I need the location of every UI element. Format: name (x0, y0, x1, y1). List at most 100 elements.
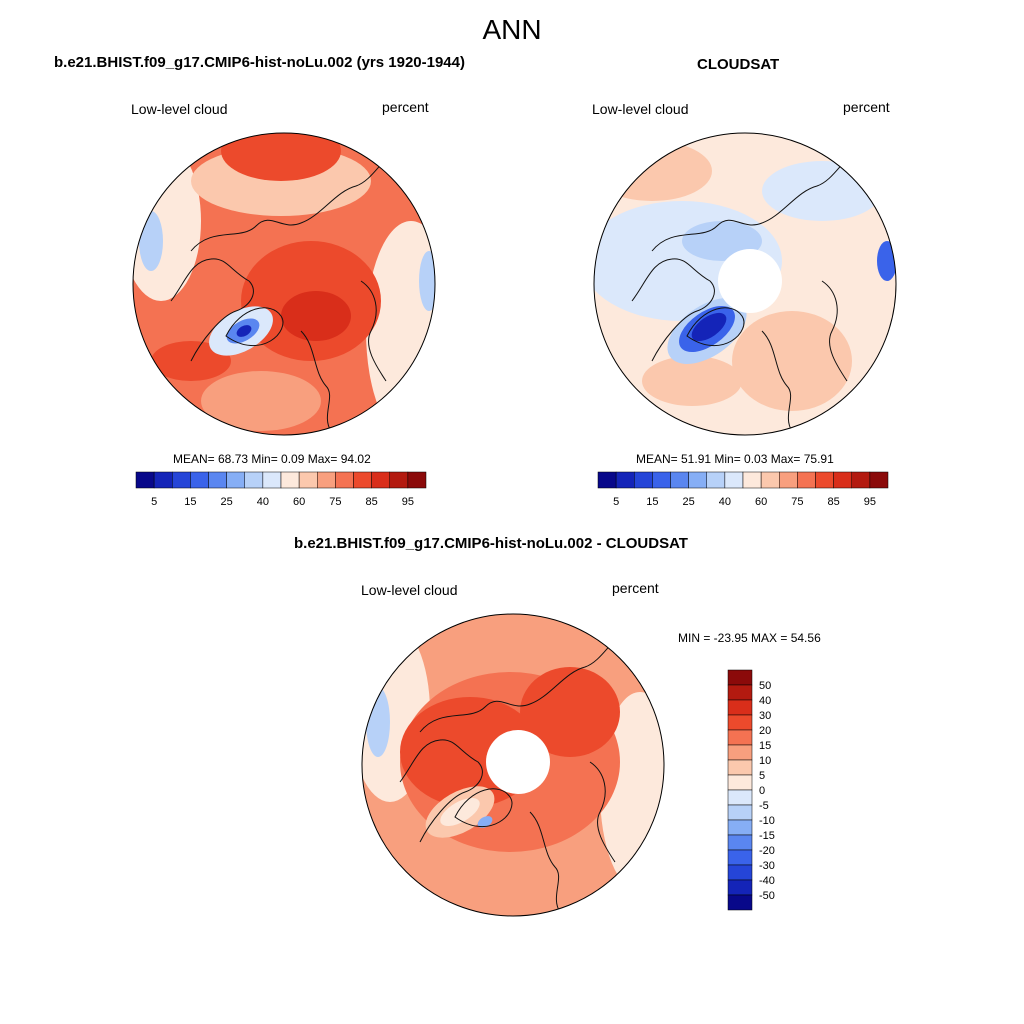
obs-contour-fill (732, 311, 852, 411)
model-coastline (360, 280, 387, 382)
obs-colorbar-cell (815, 471, 834, 489)
diff-colorbar-cell (727, 789, 753, 806)
diff-colorbar-cell (727, 744, 753, 761)
diff-contour-fill (520, 667, 620, 757)
model-colorbar-cell (389, 471, 409, 489)
obs-greenland-outline (686, 307, 745, 347)
diff-colorbar-cell (727, 699, 753, 716)
diff-colorbar-cell (727, 759, 753, 776)
diff-colorbar-tick-label: 50 (759, 680, 771, 692)
obs-colorbar-cell (597, 471, 617, 489)
model-colorbar-tick-label: 60 (293, 496, 305, 508)
obs-coastline (651, 152, 855, 252)
model-colorbar-tick-label: 15 (184, 496, 196, 508)
diff-colorbar-cell (727, 819, 753, 836)
model-contour-fill (139, 211, 163, 271)
model-greenland-outline (225, 307, 284, 347)
diff-colorbar-tick-label: -10 (759, 815, 775, 827)
diff-colorbar-cell (727, 684, 753, 701)
obs-colorbar-cells (597, 471, 889, 489)
obs-colorbar-cell (742, 471, 762, 489)
diff-colorbar-tick-label: -30 (759, 860, 775, 872)
diff-colorbar-cell (727, 879, 753, 896)
model-colorbar-cell (135, 471, 155, 489)
diff-coastline (399, 739, 483, 843)
diff-colorbar-tick-label: -5 (759, 800, 769, 812)
obs-contour-fill (691, 312, 727, 342)
diff-field-label: Low-level cloud (361, 582, 458, 598)
diff-colorbar-cell (727, 774, 753, 791)
obs-colorbar-cell (724, 471, 744, 489)
model-stats: MEAN= 68.73 Min= 0.09 Max= 94.02 (173, 452, 371, 466)
model-field-label: Low-level cloud (131, 101, 228, 117)
diff-colorbar-tick-label: -15 (759, 830, 775, 842)
diff-colorbar-cell (727, 669, 753, 686)
diff-colorbar-tick-label: -40 (759, 875, 775, 887)
obs-colorbar-tick-label: 40 (719, 496, 731, 508)
obs-colorbar-tick-label: 75 (791, 496, 803, 508)
model-colorbar-tick-label: 95 (402, 496, 414, 508)
diff-coastline (589, 761, 616, 863)
diff-colorbar-cell (727, 849, 753, 866)
obs-colorbar-tick-label: 25 (683, 496, 695, 508)
model-colorbar-cell (244, 471, 264, 489)
obs-colorbar-tick-label: 15 (646, 496, 658, 508)
obs-colorbar-cell (833, 471, 852, 489)
obs-colorbar-tick-label: 5 (613, 496, 619, 508)
model-colorbar: 5 15 25 40 60 75 85 95 (135, 471, 427, 508)
model-colorbar-cell (153, 471, 173, 489)
obs-colorbar-tick-label: 60 (755, 496, 767, 508)
obs-coastline (631, 258, 715, 362)
obs-polar-map (593, 132, 897, 436)
model-colorbar-tick-label: 40 (257, 496, 269, 508)
model-polar-map (132, 132, 436, 436)
model-panel-title: b.e21.BHIST.f09_g17.CMIP6-hist-noLu.002 … (54, 54, 465, 71)
obs-no-data-hole (718, 249, 782, 313)
model-field (133, 133, 435, 435)
diff-colorbar-tick-label: 10 (759, 755, 771, 767)
diff-greenland-outline (454, 788, 513, 828)
obs-colorbar-cell (652, 471, 671, 489)
obs-map-border (593, 132, 897, 436)
model-colorbar-cell (226, 471, 245, 489)
diff-colorbar-tick-label: 30 (759, 710, 771, 722)
diff-stats: MIN = -23.95 MAX = 54.56 (678, 631, 821, 645)
diff-polar-map (361, 613, 665, 917)
diff-colorbar-tick-label: -50 (759, 890, 775, 902)
obs-coastline (821, 280, 848, 382)
diff-colorbar-tick-label: 5 (759, 770, 765, 782)
obs-colorbar-cell (760, 471, 780, 489)
model-colorbar-tick-label: 25 (221, 496, 233, 508)
diff-panel-title: b.e21.BHIST.f09_g17.CMIP6-hist-noLu.002 … (294, 535, 688, 552)
model-colorbar-cell (371, 471, 390, 489)
obs-coastline (761, 330, 793, 432)
diff-colorbar-tick-label: 20 (759, 725, 771, 737)
model-colorbar-tick-label: 75 (329, 496, 341, 508)
main-title: ANN (482, 14, 542, 45)
model-colorbar-tick-label: 5 (151, 496, 157, 508)
diff-colorbar-tick-label: 15 (759, 740, 771, 752)
obs-colorbar-cell (851, 471, 871, 489)
diff-colorbar-cell (727, 864, 753, 881)
model-coastline (300, 330, 332, 432)
model-colorbar-cell (262, 471, 282, 489)
model-contour-fill (236, 325, 252, 337)
diff-units-label: percent (612, 580, 659, 596)
model-colorbar-cell (172, 471, 191, 489)
model-coastline (190, 152, 394, 252)
obs-colorbar-ticks: 5 15 25 40 60 75 85 95 (613, 496, 876, 508)
diff-colorbar-tick-label: -20 (759, 845, 775, 857)
obs-contour-fill (594, 141, 712, 201)
diff-colorbar-cell (727, 894, 753, 911)
model-coastline (170, 258, 254, 362)
model-colorbar-cell (298, 471, 318, 489)
obs-stats: MEAN= 51.91 Min= 0.03 Max= 75.91 (636, 452, 834, 466)
diff-colorbar-cell (727, 729, 753, 746)
model-colorbar-cell (407, 471, 427, 489)
obs-colorbar-cell (634, 471, 653, 489)
model-contour-fill (281, 291, 351, 341)
obs-colorbar-cell (797, 471, 816, 489)
diff-map-border (361, 613, 665, 917)
